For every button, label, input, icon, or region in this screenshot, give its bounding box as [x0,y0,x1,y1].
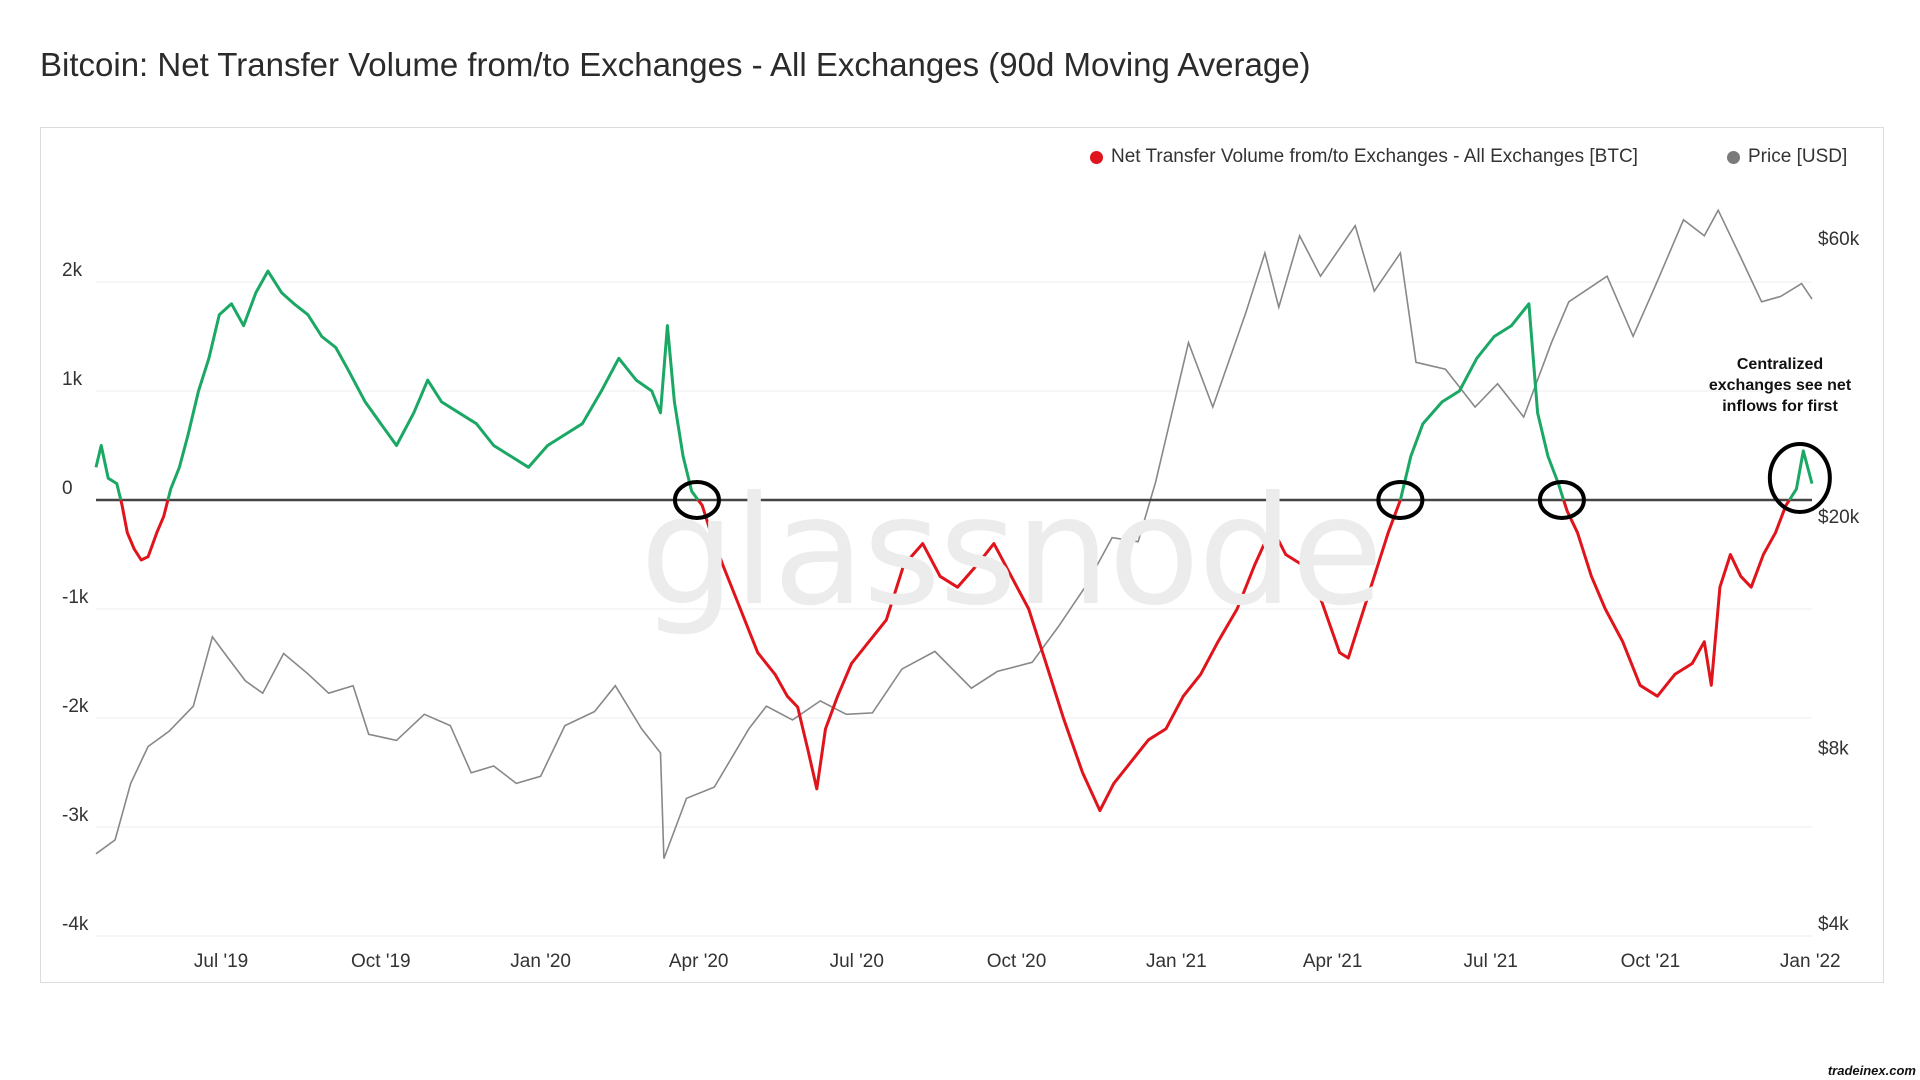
y-left-tick-label: -3k [62,805,89,826]
legend-item-net-transfer[interactable]: Net Transfer Volume from/to Exchanges - … [1090,146,1638,168]
net-transfer-positive-segment [1398,302,1566,501]
legend-item-price[interactable]: Price [USD] [1727,146,1847,168]
crossing-circle [1376,480,1425,520]
net-transfer-negative-segment [1562,499,1791,698]
x-tick-label: Jan '20 [510,951,571,972]
x-tick-label: Oct '20 [987,951,1047,972]
y-right-tick-label: $4k [1818,914,1849,935]
y-left-tick-label: -1k [62,587,89,608]
y-left-tick-label: -2k [62,696,89,717]
x-tick-label: Jan '21 [1146,951,1207,972]
y-right-tick-label: $8k [1818,739,1849,760]
y-left-tick-label: 2k [62,260,83,281]
net-transfer-positive-segment [1788,449,1814,501]
y-right-tick-label: $20k [1818,507,1860,528]
x-tick-label: Oct '19 [351,951,411,972]
net-transfer-negative-segment [119,499,170,562]
annotation-text: Centralized exchanges see net inflows fo… [1708,356,1852,415]
x-tick-label: Apr '20 [669,951,729,972]
legend-label-price: Price [USD] [1748,146,1848,167]
x-tick-label: Jan '22 [1780,951,1841,972]
crossing-circle [1537,480,1586,520]
x-tick-label: Oct '21 [1621,951,1681,972]
net-transfer-positive-segment [166,269,700,501]
x-tick-label: Apr '21 [1303,951,1363,972]
chart-title: Bitcoin: Net Transfer Volume from/to Exc… [40,46,1311,83]
y-left-tick-label: 1k [62,369,83,390]
net-transfer-negative-segment [696,499,1402,813]
legend-label-net-transfer: Net Transfer Volume from/to Exchanges - … [1111,146,1638,167]
chart-frame [40,127,1884,983]
price-series-line [95,208,1813,859]
net-transfer-positive-segment [94,444,123,501]
y-left-tick-label: -4k [62,914,89,935]
x-tick-label: Jul '20 [830,951,884,972]
glassnode-watermark: glassnode [640,465,1383,639]
y-right-tick-label: $60k [1818,229,1860,250]
x-tick-label: Jul '19 [194,951,248,972]
crossing-circle [672,480,721,520]
legend-dot-price [1727,150,1740,164]
y-left-tick-label: 0 [62,478,73,499]
legend-dot-net-transfer [1090,150,1103,164]
x-tick-label: Jul '21 [1464,951,1518,972]
source-credit: tradeinex.com [1827,1063,1916,1078]
crossing-circle [1767,442,1832,514]
